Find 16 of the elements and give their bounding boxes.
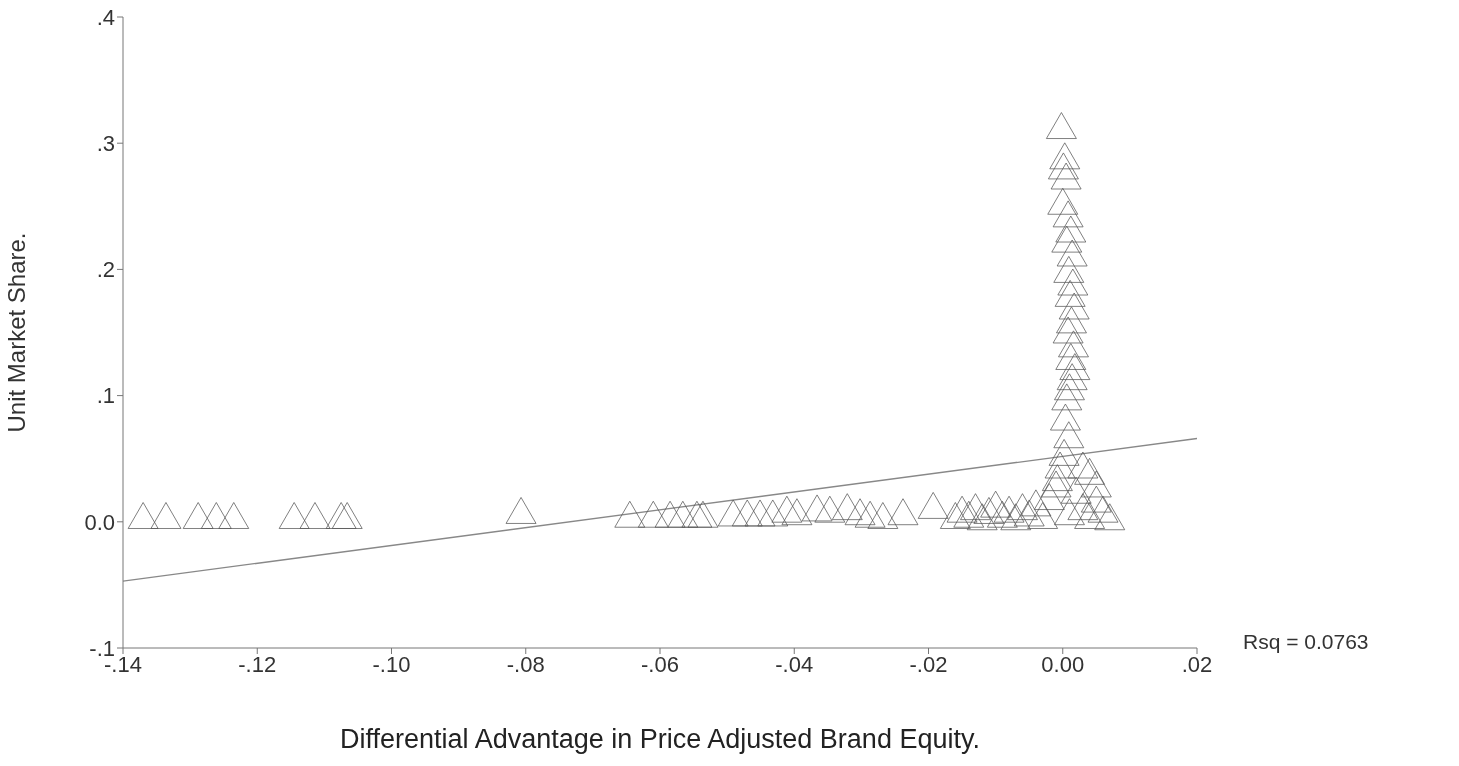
x-axis-title: Differential Advantage in Price Adjusted Brand Equity.	[340, 724, 980, 754]
y-tick-label: .4	[96, 4, 115, 30]
x-tick-label: -.12	[238, 651, 277, 677]
text: Rsq = 0.0763	[1243, 630, 1369, 654]
x-tick-label: -.06	[641, 651, 679, 677]
y-tick-label: .1	[96, 383, 115, 409]
y-tick-label: 0.0	[84, 509, 115, 535]
x-tick-label: .02	[1181, 651, 1213, 677]
x-tick-label: -.04	[775, 651, 814, 677]
x-tick-label: -.02	[909, 651, 948, 677]
x-tick-label: 0.00	[1041, 651, 1085, 677]
y-tick-label: .3	[96, 131, 115, 157]
x-tick-label: -.08	[506, 651, 545, 677]
y-axis-title: Unit Market Share.	[2, 232, 30, 433]
y-tick-label: .2	[96, 257, 115, 283]
x-tick-label: -.10	[372, 651, 411, 677]
